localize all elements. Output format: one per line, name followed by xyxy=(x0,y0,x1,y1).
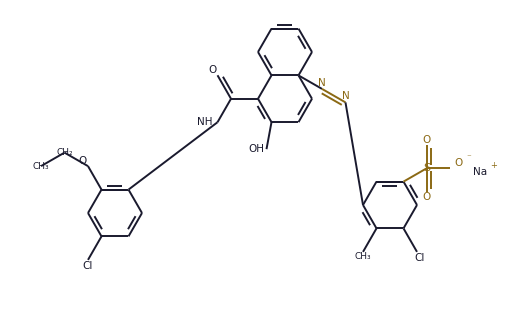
Text: Cl: Cl xyxy=(83,261,93,271)
Text: N: N xyxy=(318,78,326,88)
Text: CH₃: CH₃ xyxy=(355,252,371,261)
Text: ⁻: ⁻ xyxy=(466,154,471,163)
Text: CH₃: CH₃ xyxy=(33,162,49,171)
Text: OH: OH xyxy=(248,144,265,154)
Text: O: O xyxy=(423,135,431,145)
Text: CH₂: CH₂ xyxy=(56,148,73,157)
Text: N: N xyxy=(342,91,349,101)
Text: Cl: Cl xyxy=(415,253,425,263)
Text: O: O xyxy=(455,158,463,168)
Text: O: O xyxy=(208,65,217,75)
Text: NH: NH xyxy=(197,117,212,127)
Text: +: + xyxy=(491,160,497,169)
Text: Na: Na xyxy=(473,167,487,177)
Text: S: S xyxy=(423,163,431,173)
Text: O: O xyxy=(423,192,431,202)
Text: O: O xyxy=(79,156,87,166)
